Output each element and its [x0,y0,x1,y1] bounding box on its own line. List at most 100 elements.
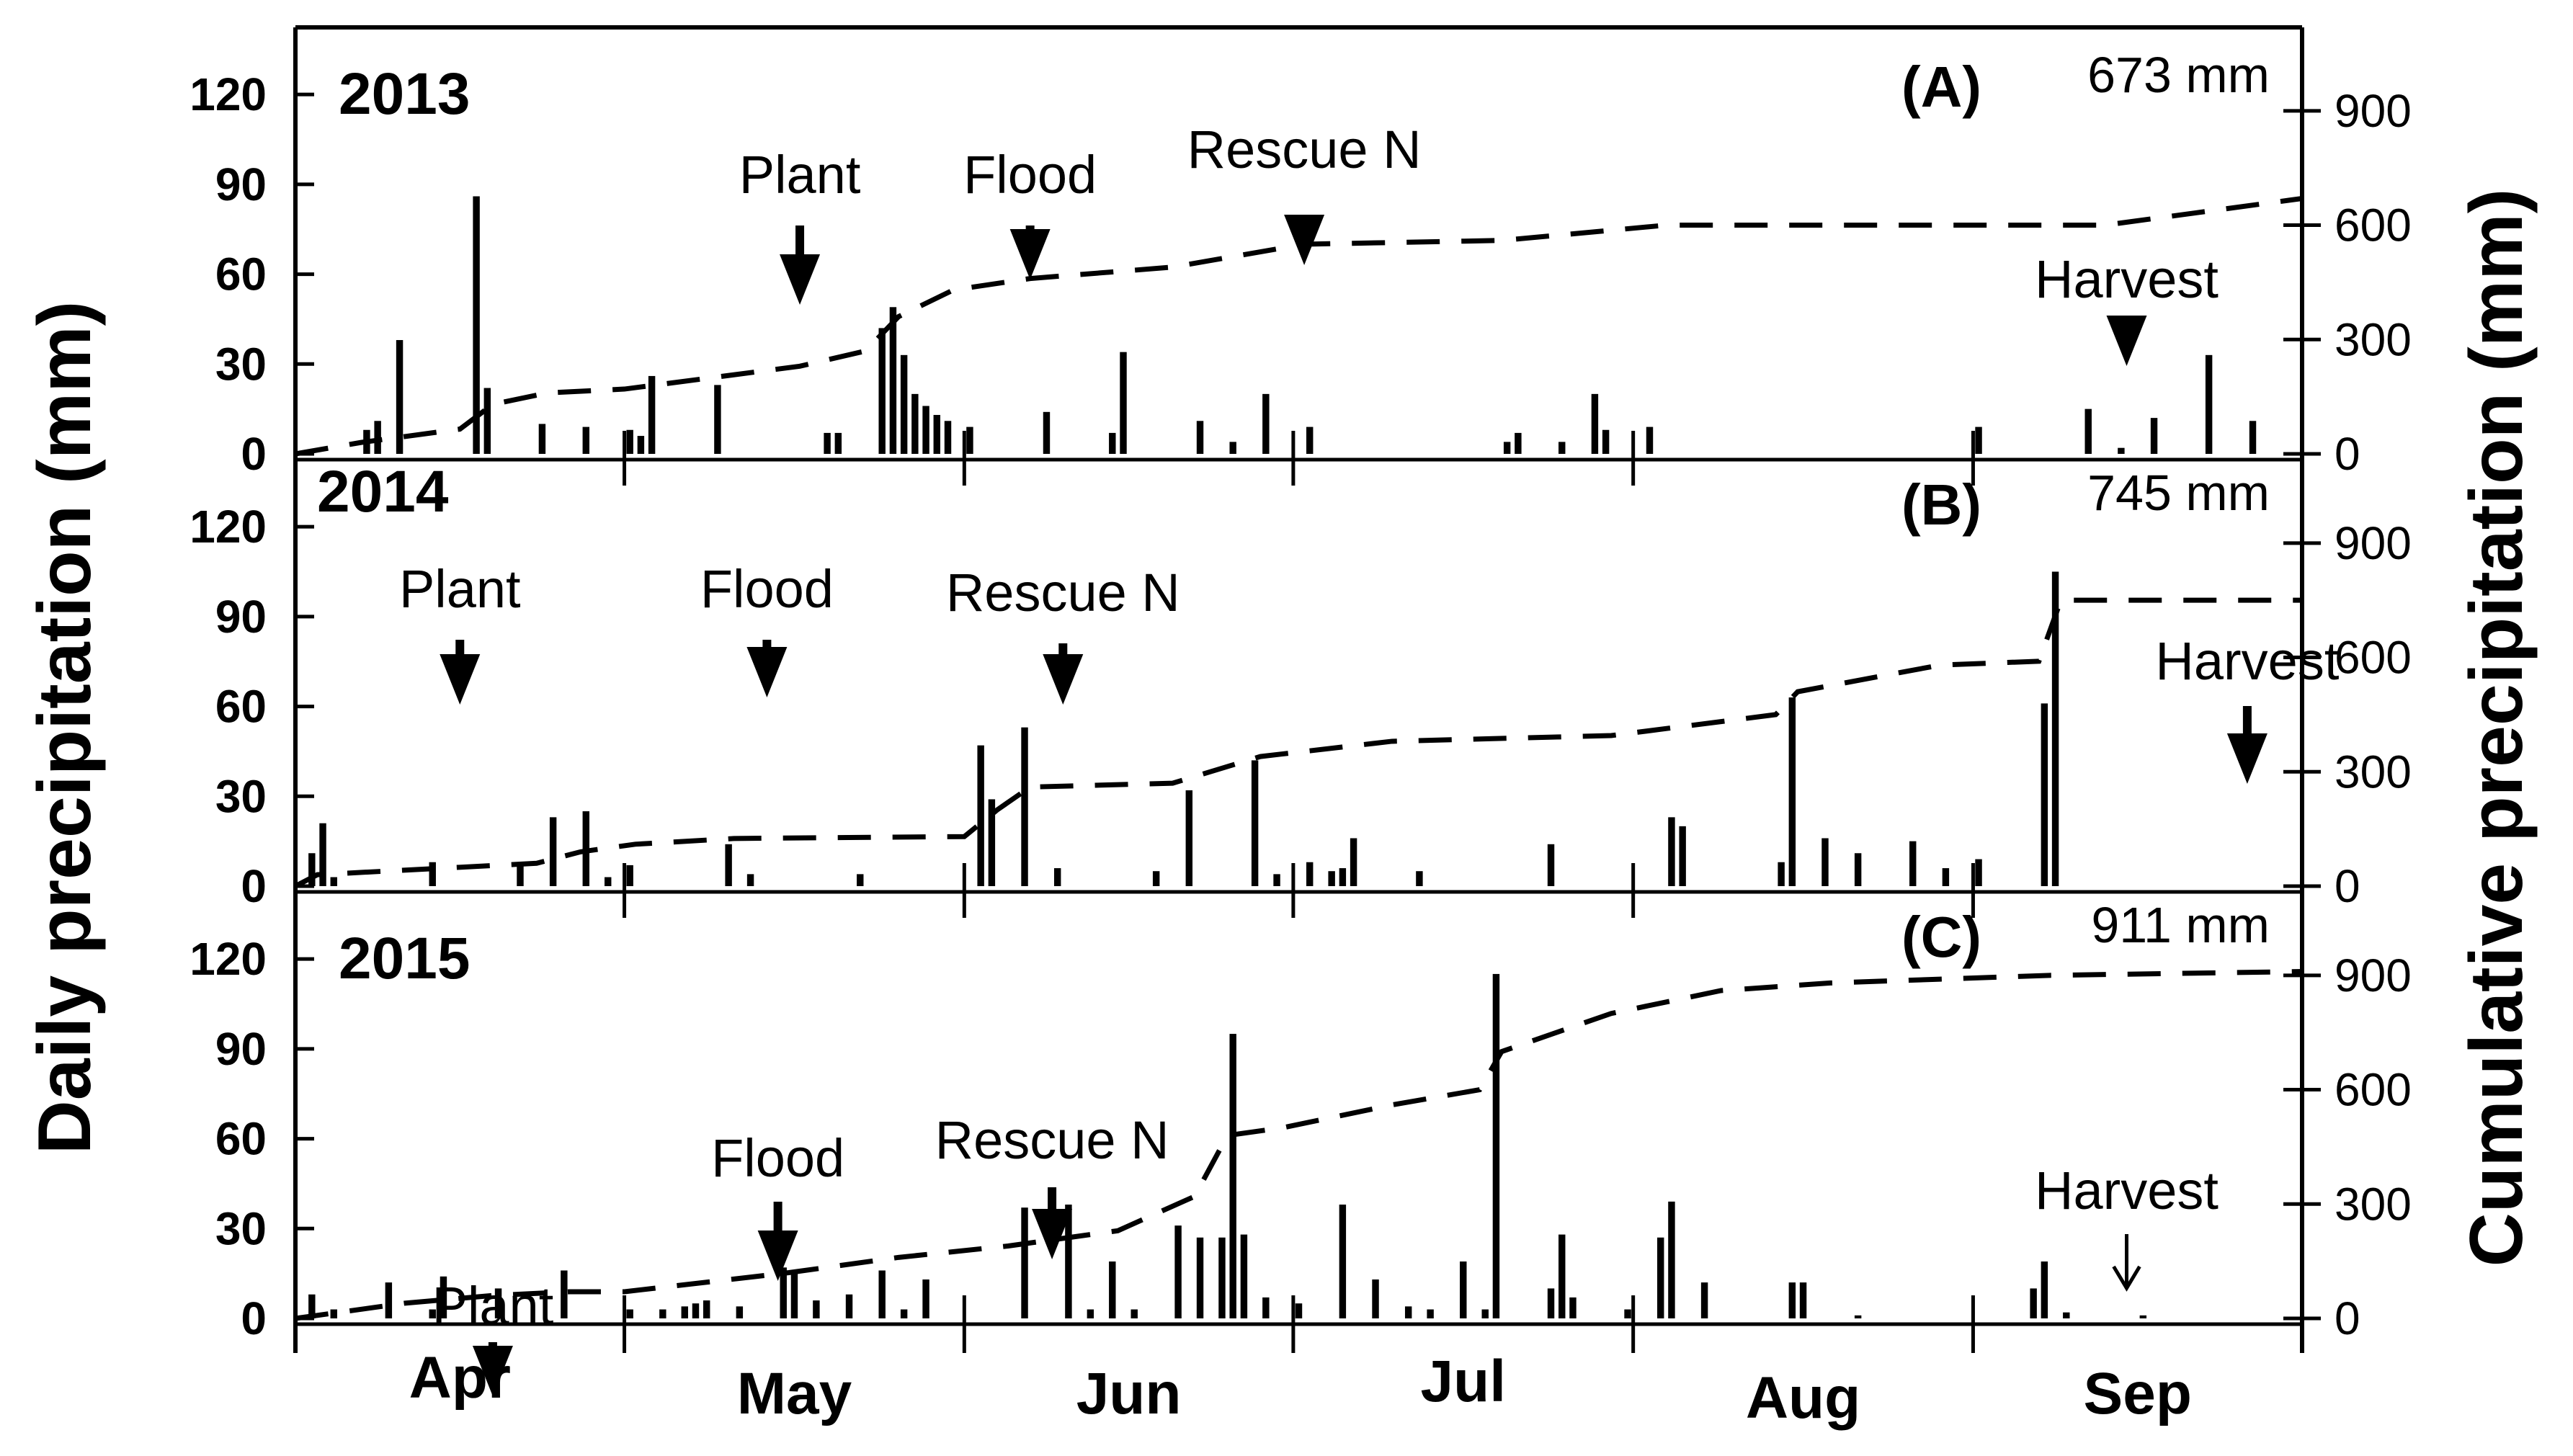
bar-2013-day-92 [1306,426,1314,454]
bar-2013-day-118 [1591,393,1599,454]
bar-2015-day-33 [659,1309,666,1318]
panel-letter: (C) [1901,905,1981,969]
bar-2013-day-169 [2150,418,2158,454]
bar-2015-day-128 [1700,1282,1708,1318]
bar-2013-day-88 [1262,393,1270,454]
right-tick-label: 900 [2335,85,2412,137]
bar-2014-day-114 [1547,844,1555,886]
year-label: 2013 [339,61,470,127]
bar-2013-day-17 [483,388,491,454]
bar-2015-day-103 [1427,1309,1434,1318]
bar-2015-day-121 [1624,1309,1631,1318]
bar-2013-day-7 [374,421,381,454]
panel-2014: 0 30 60 90 120 0 300 600 900 2014 (B) 745 mm Plant Fl… [189,459,2412,918]
bar-2015-day-30 [626,1309,633,1318]
bar-2015-day-72 [1087,1309,1094,1318]
bar-2015-day-36 [692,1303,700,1318]
right-tick-label: 900 [2335,950,2412,1001]
bar-2014-day-41 [746,874,754,886]
bar-2014-day-92 [1306,862,1314,886]
bar-2013-day-55 [900,354,908,454]
bar-2014-day-89 [1273,874,1280,886]
bar-2013-day-178 [2249,421,2257,454]
bar-2014-day-62 [977,745,984,886]
event-label-flood: Flood [963,145,1097,205]
bar-2013-day-38 [714,385,721,454]
bar-2014-day-69 [1053,868,1061,886]
right-axis-title: Cumulative precipitation (mm) [2455,189,2538,1267]
bar-2014-day-147 [1909,841,1917,886]
bar-2014-day-153 [1975,859,1982,886]
left-tick-label: 60 [215,249,267,300]
cumulative-line-2014 [294,597,2302,889]
bar-2015-day-35 [681,1306,688,1318]
bar-2015-day-44 [780,1267,787,1318]
bar-2015-day-91 [1295,1303,1303,1318]
bar-2013-day-32 [648,375,656,454]
bar-2013-day-57 [922,406,929,454]
bar-2015-day-1 [308,1294,316,1318]
bar-2014-day-63 [988,799,996,886]
bar-2015-day-106 [1460,1261,1467,1318]
event-label-harvest: Harvest [2035,1161,2219,1220]
right-tick-label: 600 [2335,1064,2412,1116]
event-label-rescue-n: Rescue N [935,1110,1169,1170]
month-label-aug: Aug [1746,1365,1860,1431]
left-tick-label: 120 [189,933,267,985]
bar-2015-day-55 [900,1309,908,1318]
right-tick-label: 300 [2335,746,2412,798]
event-arrow-rescue-n [1284,215,1325,265]
bar-2014-day-160 [2051,571,2059,886]
event-label-flood: Flood [700,559,834,619]
bar-2015-day-3 [330,1309,337,1318]
bar-2015-day-82 [1196,1237,1204,1318]
bar-2013-day-75 [1120,352,1127,454]
bar-2014-day-94 [1328,871,1335,886]
bar-2013-day-123 [1646,426,1654,454]
month-label-sep: Sep [2084,1361,2192,1426]
bar-2015-day-101 [1404,1306,1412,1318]
bar-2013-day-26 [582,426,590,454]
bar-2014-day-125 [1668,817,1675,886]
bar-2014-day-135 [1778,862,1785,886]
left-tick-label: 120 [189,501,267,553]
bar-2014-day-3 [330,877,337,886]
total-label: 911 mm [2091,897,2270,953]
bar-2013-day-16 [473,196,480,454]
bar-2013-day-68 [1043,411,1051,454]
bar-2013-day-61 [966,426,973,454]
bar-2015-day-24 [561,1270,568,1318]
bar-2015-day-168 [2139,1315,2147,1318]
bar-2015-day-53 [878,1270,886,1318]
bar-2014-day-30 [626,865,633,886]
bar-2015-day-95 [1339,1205,1347,1318]
bar-2015-day-159 [2041,1261,2048,1318]
bar-2014-day-20 [517,862,524,886]
right-tick-label: 0 [2335,860,2360,912]
bar-2015-day-70 [1065,1205,1072,1318]
bar-2015-day-12 [429,1309,436,1318]
left-tick-label: 120 [189,68,267,120]
bar-2013-day-53 [878,328,886,454]
event-arrow-flood [1009,225,1051,280]
left-tick-label: 90 [215,1023,267,1075]
event-arrow-plant [780,225,821,305]
bar-2015-day-84 [1218,1237,1226,1318]
bar-2014-day-39 [725,844,732,886]
bar-2015-day-45 [790,1273,798,1318]
bar-2015-day-85 [1229,1034,1236,1318]
bar-2013-day-48 [824,432,831,454]
right-tick-label: 300 [2335,1178,2412,1230]
left-tick-label: 0 [241,860,267,912]
bar-2015-day-115 [1558,1234,1566,1318]
bar-2014-day-23 [549,817,557,886]
event-arrow-rescue-n [1032,1187,1073,1259]
left-tick-label: 30 [215,770,267,822]
bar-2014-day-51 [857,874,864,886]
left-axis-title: Daily precipitation (mm) [23,301,107,1155]
bar-2015-day-161 [2063,1312,2070,1318]
panel-2015: 0 30 60 90 120 0 300 600 900 2015 (C) 911 mm Plant Fl… [189,897,2412,1396]
bar-2015-day-76 [1131,1309,1138,1318]
bar-2015-day-80 [1174,1225,1182,1318]
bar-2015-day-124 [1656,1237,1664,1318]
